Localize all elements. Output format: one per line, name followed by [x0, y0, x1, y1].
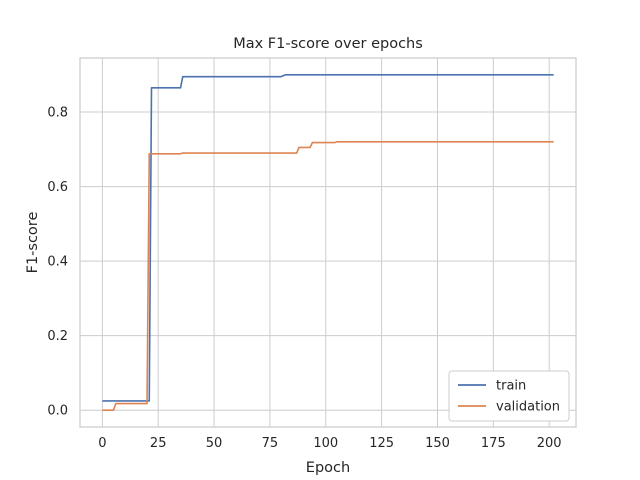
y-tick-label: 0.4	[47, 255, 68, 270]
x-tick-label: 200	[537, 436, 562, 451]
y-tick-label: 0.0	[47, 404, 68, 419]
legend-box	[448, 370, 570, 422]
series-line-validation	[102, 141, 554, 412]
series-line-train	[102, 73, 554, 402]
x-tick-label: 125	[369, 436, 394, 451]
y-axis-label: F1-score	[25, 212, 41, 274]
x-tick-label: 100	[313, 436, 338, 451]
y-tick-label: 0.8	[47, 106, 68, 121]
tick-labels: 0 25 50 75 100 125 150 175 200 0.0 0.2 0.4 0.6 0.8	[47, 106, 561, 451]
plot-area	[79, 57, 577, 428]
x-tick-label: 25	[150, 436, 167, 451]
x-tick-label: 75	[262, 436, 279, 451]
x-axis-label: Epoch	[306, 460, 350, 476]
y-tick-label: 0.6	[47, 180, 68, 195]
x-tick-label: 175	[481, 436, 506, 451]
legend-label-train: train	[496, 379, 526, 394]
x-tick-label: 50	[206, 436, 223, 451]
series-lines	[102, 73, 554, 412]
chart-title: Max F1-score over epochs	[233, 36, 423, 52]
x-tick-label: 150	[425, 436, 450, 451]
y-tick-label: 0.2	[47, 329, 68, 344]
x-tick-label: 0	[98, 436, 106, 451]
legend-label-validation: validation	[496, 400, 560, 415]
legend: train validation	[448, 370, 570, 422]
